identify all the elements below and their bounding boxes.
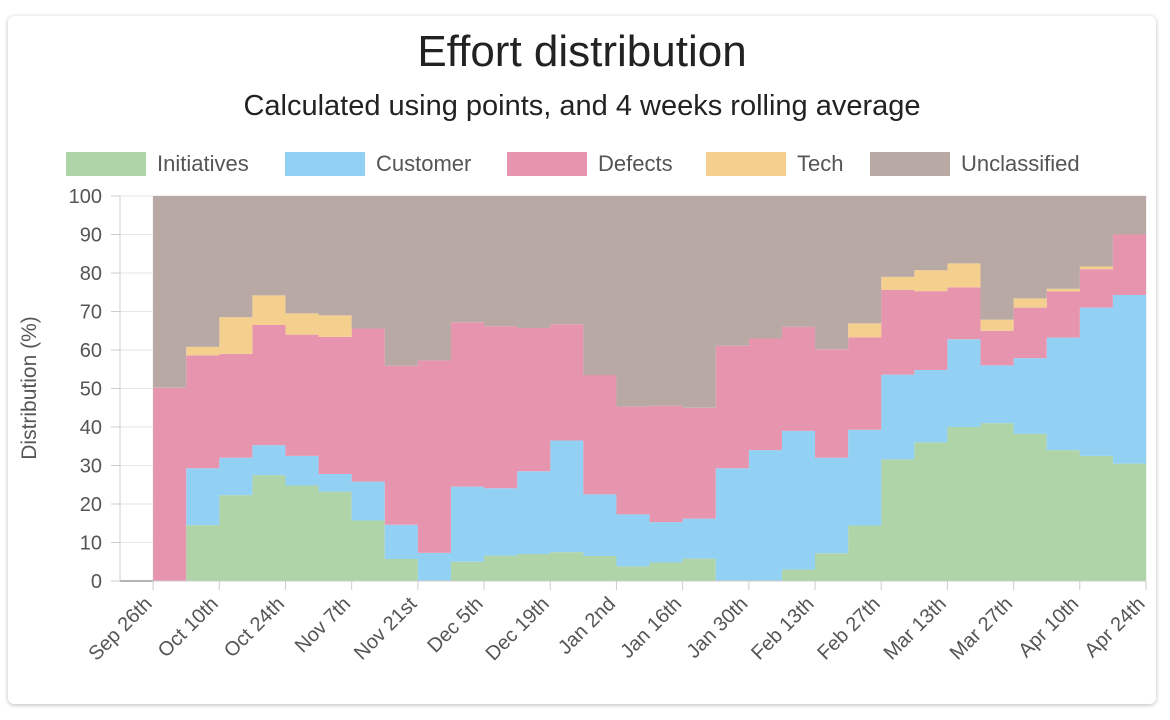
stacked-areas [120,196,1146,582]
x-tick-label-2: Oct 24th [220,593,289,662]
legend-item-tech[interactable]: Tech [706,151,843,176]
legend-label-defects: Defects [598,151,673,176]
chart-title: Effort distribution [417,27,747,76]
y-tick-label-70: 70 [80,302,102,324]
legend: Initiatives Customer Defects Tech Unclassifi… [66,151,1080,176]
legend-swatch-tech [706,152,786,176]
y-tick-labels: 0 10 20 30 40 50 60 70 80 90 100 [69,186,120,593]
legend-item-defects[interactable]: Defects [507,151,673,176]
x-tick-label-12: Mar 13th [880,593,951,664]
y-tick-label-40: 40 [80,417,102,439]
legend-label-customer: Customer [376,151,471,176]
x-tick-label-7: Jan 2nd [554,593,620,659]
y-tick-label-80: 80 [80,263,102,285]
x-tick-label-4: Nov 21st [350,593,422,665]
area-customer [120,294,1146,581]
x-tick-label-14: Apr 10th [1014,593,1083,662]
x-tick-label-10: Feb 13th [747,593,818,664]
legend-item-customer[interactable]: Customer [285,151,471,176]
y-tick-label-10: 10 [80,533,102,555]
legend-label-initiatives: Initiatives [157,151,249,176]
legend-swatch-initiatives [66,152,146,176]
y-tick-label-100: 100 [69,186,102,208]
legend-item-initiatives[interactable]: Initiatives [66,151,249,176]
x-tick-label-13: Mar 27th [946,593,1017,664]
chart-subtitle: Calculated using points, and 4 weeks rol… [243,90,921,122]
x-tick-label-6: Dec 19th [482,593,554,665]
area-unclassified [120,196,1146,581]
y-tick-label-20: 20 [80,494,102,516]
legend-item-unclassified[interactable]: Unclassified [870,151,1080,176]
legend-swatch-defects [507,152,587,176]
area-defects [120,234,1146,581]
x-tick-label-1: Oct 10th [154,593,223,662]
x-tick-label-3: Nov 7th [291,593,355,657]
y-axis-title: Distribution (%) [18,316,41,460]
x-tick-label-15: Apr 24th [1081,593,1150,662]
legend-swatch-unclassified [870,152,950,176]
legend-label-tech: Tech [797,151,843,176]
x-tick-label-5: Dec 5th [423,593,487,657]
legend-swatch-customer [285,152,365,176]
x-tick-label-8: Jan 16th [616,593,686,663]
area-initiatives [120,423,1146,581]
y-tick-label-30: 30 [80,456,102,478]
y-tick-label-50: 50 [80,379,102,401]
y-tick-label-60: 60 [80,340,102,362]
y-tick-label-90: 90 [80,225,102,247]
legend-label-unclassified: Unclassified [961,151,1080,176]
y-tick-label-0: 0 [91,571,102,593]
x-tick-label-0: Sep 26th [84,593,156,665]
x-tick-label-9: Jan 30th [683,593,753,663]
x-tick-label-11: Feb 27th [813,593,884,664]
